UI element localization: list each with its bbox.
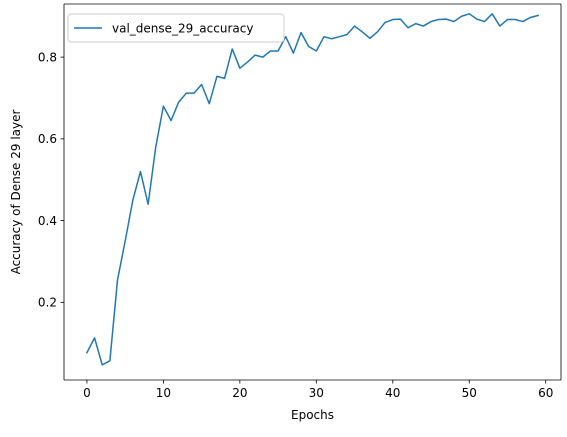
x-ticks: 0 10 20 30 40 50 60 <box>83 380 553 400</box>
axes-layer <box>63 3 562 381</box>
y-tick-label: 0.2 <box>38 296 57 310</box>
x-tick-label: 40 <box>385 386 400 400</box>
x-axis-label: Epochs <box>291 408 334 422</box>
x-tick-label: 50 <box>462 386 477 400</box>
x-tick-label: 20 <box>232 386 247 400</box>
x-tick-label: 0 <box>83 386 91 400</box>
x-tick-label: 10 <box>156 386 171 400</box>
y-ticks: 0.2 0.4 0.6 0.8 <box>38 50 64 310</box>
y-tick-label: 0.6 <box>38 132 57 146</box>
legend-label: val_dense_29_accuracy <box>112 22 253 36</box>
legend: val_dense_29_accuracy <box>67 13 285 43</box>
y-axis-label: Accuracy of Dense 29 layer <box>9 110 23 275</box>
series-line-0 <box>85 13 539 366</box>
y-tick-label: 0.4 <box>38 214 57 228</box>
y-tick-label: 0.8 <box>38 50 57 64</box>
legend-box <box>67 13 285 43</box>
x-tick-label: 30 <box>309 386 324 400</box>
x-tick-label: 60 <box>538 386 553 400</box>
series-layer <box>85 13 539 366</box>
plot-area <box>64 4 561 380</box>
